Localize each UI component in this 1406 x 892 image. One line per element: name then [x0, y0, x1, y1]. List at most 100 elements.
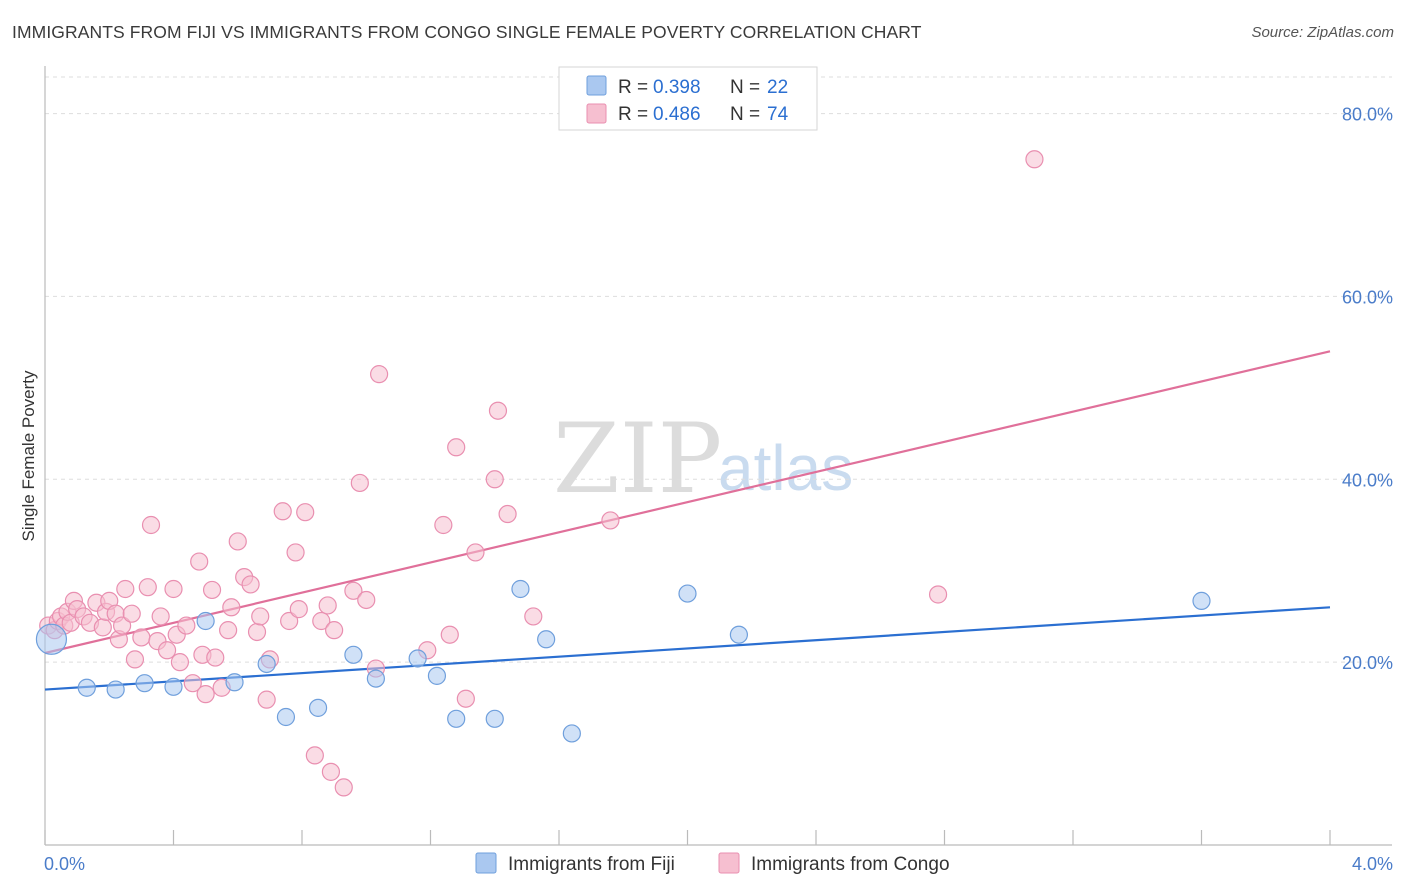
congo-point — [206, 648, 225, 667]
data-points — [35, 150, 1211, 797]
fiji-point — [344, 645, 363, 664]
congo-point — [488, 401, 508, 420]
congo-point — [196, 685, 215, 704]
congo-point — [125, 650, 145, 669]
watermark-zip: ZIP — [553, 403, 722, 515]
congo-point — [183, 674, 202, 693]
y-axis-label: Single Female Poverty — [19, 370, 38, 542]
fiji-point — [135, 674, 154, 693]
fiji-point — [729, 625, 749, 644]
fiji-point — [35, 623, 68, 655]
congo-point — [321, 762, 341, 781]
fiji-point — [225, 673, 244, 692]
fiji-point — [485, 709, 504, 728]
fiji-n-label: N = — [730, 77, 760, 98]
congo-point — [190, 552, 209, 571]
congo-point — [434, 515, 453, 535]
fiji-series-swatch — [475, 852, 497, 874]
fiji-n-value: 22 — [767, 77, 788, 98]
fiji-point — [537, 630, 556, 649]
congo-point — [305, 746, 324, 765]
congo-point — [370, 365, 389, 384]
fiji-point — [276, 707, 296, 727]
fiji-point — [308, 698, 328, 717]
axes — [44, 66, 1392, 846]
fiji-legend-swatch — [586, 75, 607, 96]
x-tick-label-max: 4.0% — [1352, 854, 1393, 874]
congo-point — [151, 607, 170, 626]
congo-point — [132, 628, 151, 647]
stats-legend: R = 0.398 N = 22 R = 0.486 N = 74 — [558, 66, 818, 131]
fiji-r-value: 0.398 — [653, 77, 701, 98]
congo-point — [928, 585, 948, 604]
fiji-point — [196, 611, 215, 631]
congo-point — [177, 616, 196, 635]
congo-series-swatch — [718, 852, 740, 874]
fiji-point — [1192, 591, 1211, 610]
fiji-point — [257, 654, 276, 674]
congo-point — [157, 641, 177, 660]
congo-point — [466, 543, 485, 562]
fiji-series-name: Immigrants from Fiji — [508, 854, 675, 875]
fiji-point — [164, 677, 183, 696]
congo-point — [357, 590, 376, 610]
congo-point — [112, 616, 132, 635]
congo-point — [318, 596, 337, 615]
fiji-point — [77, 678, 96, 697]
y-tick-label-20: 20.0% — [1342, 653, 1393, 673]
fiji-trend-line — [44, 606, 1331, 691]
fiji-point — [366, 669, 385, 688]
congo-point — [350, 473, 369, 493]
congo-point — [219, 621, 238, 640]
congo-series-name: Immigrants from Congo — [751, 854, 950, 875]
congo-point — [498, 504, 517, 524]
congo-point — [286, 543, 305, 562]
y-tick-label-40: 40.0% — [1342, 470, 1393, 490]
congo-n-label: N = — [730, 104, 760, 125]
congo-point — [344, 581, 363, 600]
chart-title: IMMIGRANTS FROM FIJI VS IMMIGRANTS FROM … — [12, 22, 922, 42]
congo-point — [228, 532, 247, 551]
congo-n-value: 74 — [767, 104, 789, 125]
fiji-point — [511, 579, 530, 599]
fiji-point — [678, 584, 697, 603]
congo-point — [296, 503, 315, 522]
congo-r-value: 0.486 — [653, 104, 701, 125]
congo-point — [247, 622, 267, 642]
congo-point — [164, 579, 183, 599]
congo-point — [1025, 150, 1044, 169]
congo-point — [524, 607, 543, 626]
y-tick-label-80: 80.0% — [1342, 105, 1393, 125]
congo-point — [456, 689, 475, 708]
congo-point — [257, 690, 276, 709]
fiji-point — [408, 649, 427, 668]
fiji-point — [427, 666, 447, 685]
congo-point — [447, 438, 466, 457]
congo-point — [440, 625, 459, 644]
congo-point — [241, 575, 260, 594]
congo-legend-swatch — [586, 103, 607, 124]
y-tick-label-60: 60.0% — [1342, 287, 1393, 307]
congo-trend-line — [44, 350, 1331, 655]
congo-point — [485, 470, 504, 489]
congo-point — [93, 618, 112, 637]
congo-point — [141, 515, 161, 535]
source-credit: Source: ZipAtlas.com — [1251, 24, 1394, 41]
fiji-point — [106, 680, 125, 699]
congo-r-label: R = — [618, 104, 648, 125]
congo-point — [222, 598, 241, 617]
fiji-point — [447, 709, 466, 728]
trend-lines — [44, 350, 1331, 691]
series-legend: Immigrants from Fiji Immigrants from Con… — [475, 852, 950, 875]
fiji-point — [562, 724, 581, 743]
congo-point — [601, 511, 620, 530]
congo-point — [325, 621, 344, 640]
congo-point — [289, 600, 308, 619]
congo-point — [202, 580, 222, 600]
tick-labels: 20.0% 40.0% 60.0% 80.0% 0.0% 4.0% — [44, 105, 1393, 874]
congo-point — [170, 653, 190, 672]
congo-point — [251, 607, 270, 626]
congo-point — [334, 778, 353, 797]
fiji-r-label: R = — [618, 77, 648, 98]
